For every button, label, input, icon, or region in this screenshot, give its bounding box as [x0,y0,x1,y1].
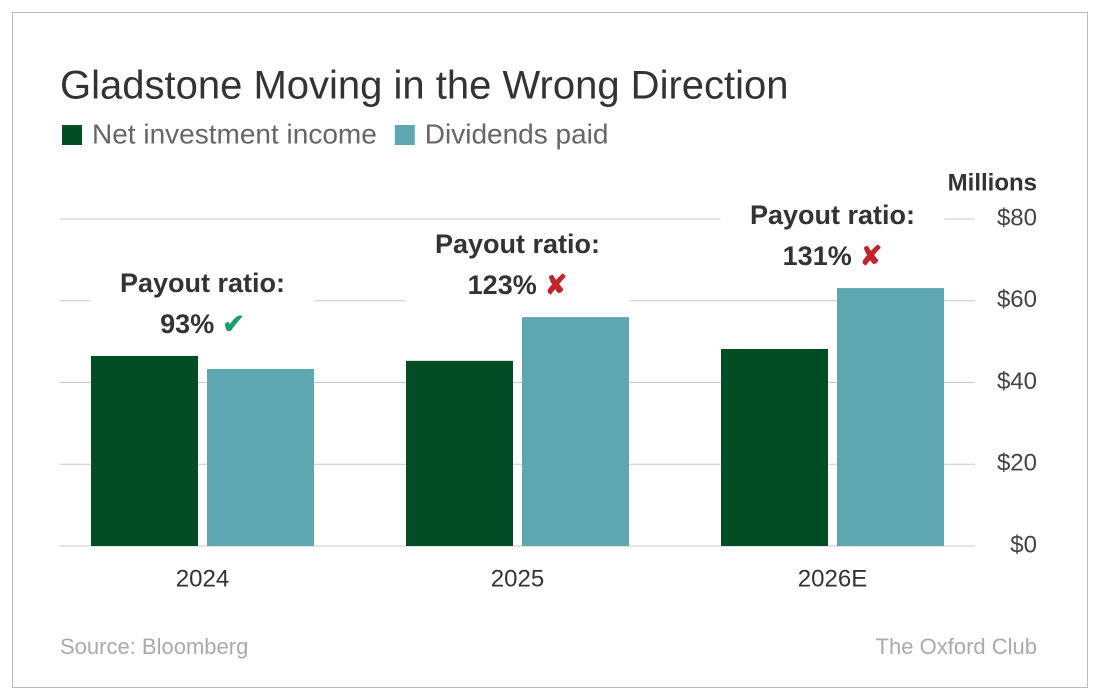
legend-label: Net investment income [92,118,377,149]
annotation-line: 123% ✘ [468,270,568,300]
bar [207,369,314,546]
annotation-label: Payout ratio: [750,200,915,230]
y-axis-label: Millions [948,169,1037,196]
annotation-value: 93% [160,309,214,339]
bar [91,355,198,546]
annotation-symbol: ✔ [222,309,245,339]
bar [721,348,828,546]
annotation-value: 131% [783,241,852,271]
bar [406,360,513,546]
credit: The Oxford Club [876,634,1037,659]
annotation-label: Payout ratio: [120,268,285,298]
annotation-symbol: ✘ [860,241,883,271]
annotation-bg [720,193,945,282]
y-tick-label: $60 [997,286,1037,313]
annotation-symbol: ✘ [545,270,568,300]
annotation-value: 123% [468,270,537,300]
annotation-line: 131% ✘ [783,241,883,271]
annotation-label: Payout ratio: [435,229,600,259]
bar [837,288,944,546]
y-tick-label: $0 [1010,531,1037,558]
source: Source: Bloomberg [60,634,248,659]
legend-swatch [394,125,415,145]
annotation-bg [90,260,315,349]
y-tick-label: $40 [997,368,1037,395]
x-tick-label: 2026E [798,565,867,592]
chart-title: Gladstone Moving in the Wrong Direction [60,64,789,108]
x-tick-label: 2025 [491,565,544,592]
legend-label: Dividends paid [425,118,609,149]
y-tick-label: $20 [997,450,1037,477]
legend-swatch [62,125,82,145]
annotation-bg [405,222,630,311]
annotation-line: 93% ✔ [160,309,245,339]
x-tick-label: 2024 [176,565,229,592]
bar [522,317,629,546]
y-tick-label: $80 [997,204,1037,231]
